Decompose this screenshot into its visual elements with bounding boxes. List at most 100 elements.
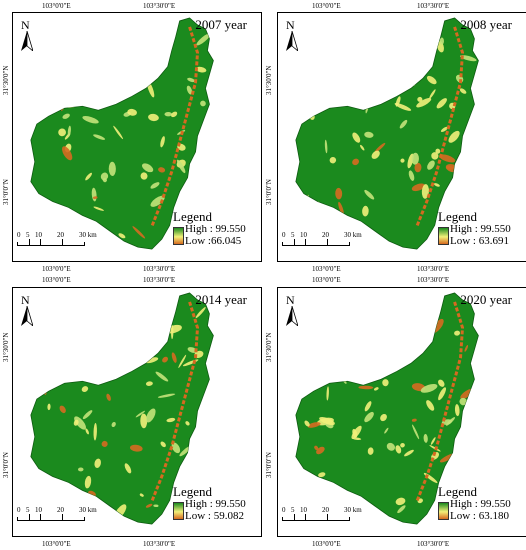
mid-lon-label-2: 103°30'0"E [143, 265, 176, 273]
mid-lon-label-6: 103°30'0"E [143, 276, 176, 284]
terrain-patch [185, 182, 198, 195]
terrain-patch [358, 385, 374, 390]
top-lon-label-1: 103°0'0"E [42, 2, 71, 10]
terrain-patch [299, 93, 315, 103]
terrain-patch [433, 183, 440, 187]
terrain-patch [412, 424, 420, 440]
terrain-patch [140, 413, 148, 429]
terrain-patch [146, 408, 156, 423]
terrain-patch [58, 128, 66, 137]
terrain-patch [397, 505, 406, 514]
terrain-patch [49, 49, 56, 57]
scale-tick: 30 km [79, 231, 97, 239]
terrain-patch [160, 136, 165, 148]
terrain-patch [395, 445, 402, 454]
terrain-patch [319, 416, 335, 426]
north-arrow: N [284, 294, 300, 328]
terrain-patch [40, 104, 46, 109]
terrain-patch [436, 98, 447, 109]
terrain-patch [368, 87, 376, 91]
terrain-patch [400, 158, 405, 163]
terrain-patch [431, 152, 439, 160]
scale-bar: 0 5 10 20 30 km [282, 506, 362, 526]
terrain-patch [454, 404, 460, 417]
terrain-patch [350, 369, 355, 375]
terrain-patch [364, 401, 372, 412]
terrain-patch [149, 340, 155, 346]
legend: Legend High : 99.550 Low : 63.691 [436, 209, 518, 249]
mid-lon-label-4: 103°30'0"E [417, 265, 450, 273]
study-area-outline [295, 292, 479, 525]
valley-low-zone [150, 301, 200, 502]
terrain-patch [416, 97, 432, 108]
study-area-map [295, 17, 479, 250]
terrain-patch [166, 417, 176, 423]
north-arrow-icon [21, 306, 33, 326]
terrain-patch [465, 403, 475, 411]
map-panel-2020: 2020 year N Legend High : 99.550 Low : 6… [277, 287, 526, 537]
terrain-patch [150, 195, 165, 207]
terrain-patch [162, 356, 169, 363]
terrain-patch [191, 190, 204, 205]
terrain-patch [345, 63, 357, 74]
legend: Legend High : 99.550 Low : 59.082 [171, 484, 253, 524]
terrain-patch [62, 332, 70, 345]
mid-lon-label-3: 103°0'0"E [312, 265, 341, 273]
terrain-patch [324, 139, 328, 154]
terrain-patch [460, 55, 477, 62]
legend-color-ramp [173, 227, 184, 245]
legend: Legend High : 99.550 Low : 63.180 [436, 484, 518, 524]
terrain-patch [423, 433, 428, 443]
terrain-patch [38, 82, 48, 90]
terrain-patch [338, 201, 344, 215]
north-arrow-icon [286, 306, 298, 326]
scale-tick: 10 [300, 231, 307, 239]
scale-tick: 5 [26, 506, 30, 514]
scale-tick: 30 km [344, 231, 362, 239]
terrain-patch [339, 92, 347, 105]
terrain-patch [101, 99, 107, 104]
terrain-patch [435, 148, 441, 154]
map-panel-2008: 2008 year N Legend High : 99.550 Low : 6… [277, 12, 526, 262]
map-panel-2007: 2007 year N Legend High : 99.550 Low :66… [12, 12, 262, 262]
terrain-patch [116, 77, 122, 85]
terrain-patch [408, 170, 415, 181]
scale-tick: 0 [282, 231, 286, 239]
terrain-patch [129, 444, 143, 452]
terrain-patch [382, 79, 395, 88]
legend-color-ramp [438, 227, 449, 245]
terrain-patch [95, 80, 101, 95]
terrain-patch [36, 336, 47, 350]
terrain-patch [314, 445, 319, 450]
center-lat-label-7: 31°30'0"N [265, 332, 273, 362]
terrain-patch [329, 157, 337, 164]
terrain-patch [318, 472, 326, 478]
terrain-patch [382, 379, 389, 387]
north-arrow-icon [21, 31, 33, 51]
terrain-patch [139, 493, 144, 497]
terrain-patch [366, 505, 373, 519]
terrain-patch [367, 447, 374, 455]
terrain-patch [459, 88, 467, 94]
terrain-patch [140, 172, 148, 180]
north-arrow: N [19, 19, 35, 53]
terrain-patch [363, 314, 374, 324]
terrain-patch [360, 144, 365, 151]
terrain-patch [111, 421, 116, 428]
terrain-patch [98, 314, 104, 321]
scale-bar: 0 5 10 20 30 km [17, 231, 97, 251]
terrain-patch [392, 305, 408, 313]
scale-tick: 20 [322, 231, 329, 239]
study-area-map [30, 17, 214, 250]
scale-line [17, 239, 85, 246]
terrain-patch [82, 314, 94, 319]
terrain-patch [142, 163, 154, 173]
left-lat-label-2: 31°0'0"N [2, 179, 10, 205]
valley-low-zone [150, 26, 200, 227]
terrain-patch [411, 315, 420, 318]
terrain-patch [81, 37, 97, 40]
terrain-patch [90, 348, 103, 357]
terrain-patch [164, 112, 173, 117]
terrain-patch [429, 89, 436, 99]
north-arrow: N [284, 19, 300, 53]
